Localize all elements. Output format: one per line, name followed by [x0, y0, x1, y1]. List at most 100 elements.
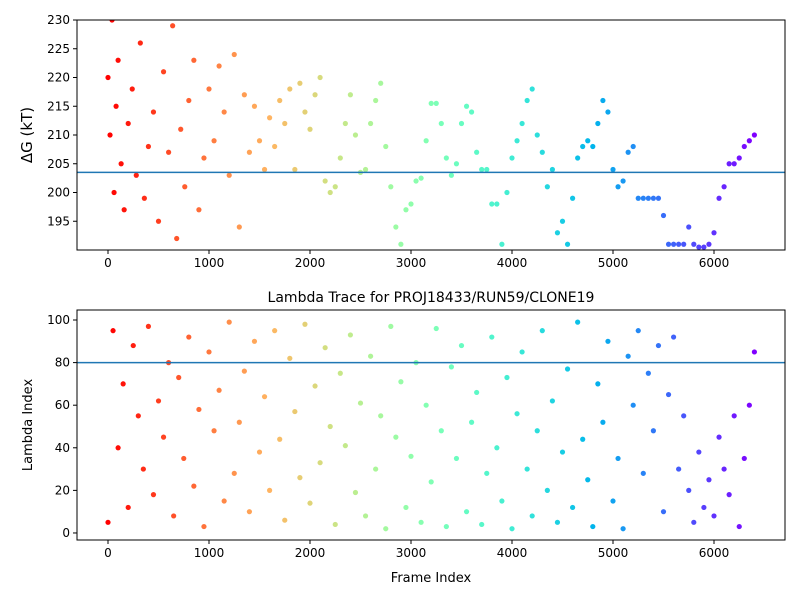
point [681, 413, 687, 419]
point [170, 23, 176, 29]
point [660, 509, 667, 515]
point [277, 97, 283, 104]
point [125, 120, 131, 127]
point [347, 92, 354, 98]
point [463, 509, 470, 515]
point [610, 166, 616, 173]
point [721, 466, 727, 472]
point [201, 155, 207, 161]
point [534, 132, 540, 138]
point [166, 149, 172, 155]
point [726, 492, 732, 498]
point [479, 521, 485, 528]
point [499, 498, 505, 504]
point [383, 526, 389, 532]
point [504, 189, 510, 196]
point [514, 138, 520, 144]
point [186, 334, 192, 340]
point [509, 526, 515, 532]
point [178, 126, 184, 132]
point [635, 195, 641, 201]
point [686, 487, 692, 493]
point [408, 201, 414, 207]
point [615, 184, 621, 190]
point [681, 241, 687, 247]
point [474, 389, 480, 396]
point [211, 138, 217, 144]
point [600, 419, 606, 425]
point [570, 195, 576, 201]
point [145, 323, 152, 329]
y-tick-label: 225 [47, 42, 70, 56]
point [499, 241, 505, 247]
axes-frame [76, 309, 786, 541]
point [413, 178, 419, 184]
point [398, 379, 404, 385]
x-tick-label: 2000 [295, 256, 326, 270]
point [529, 86, 535, 92]
point [282, 517, 288, 523]
point [342, 120, 348, 127]
point [216, 63, 222, 69]
point [111, 189, 117, 196]
point [670, 241, 677, 247]
point [267, 115, 273, 121]
point [676, 466, 682, 472]
point [559, 449, 566, 455]
point [221, 109, 227, 115]
point [145, 143, 152, 150]
point [741, 455, 747, 462]
point [256, 449, 263, 455]
point [479, 166, 485, 173]
point [433, 100, 439, 106]
point [453, 161, 460, 167]
x-tick-label: 1000 [194, 546, 225, 560]
point [246, 149, 253, 155]
point [322, 345, 328, 351]
point [317, 74, 323, 81]
x-tick-label: 4000 [497, 256, 528, 270]
point [665, 241, 672, 247]
point [443, 155, 449, 161]
point [428, 479, 434, 485]
x-tick-label: 1000 [194, 256, 225, 270]
plot-area [77, 319, 785, 532]
point [393, 434, 399, 440]
point [174, 235, 180, 242]
y-tick-label: 205 [47, 157, 70, 171]
point [655, 342, 662, 349]
point [150, 492, 157, 498]
point [635, 328, 641, 334]
point [539, 328, 545, 334]
point [595, 381, 601, 387]
x-tick-label: 0 [104, 546, 112, 560]
y-axis-label: ΔG (kT) [18, 107, 36, 163]
plot-area [77, 20, 785, 250]
point [337, 155, 343, 161]
point [751, 132, 757, 138]
point [115, 57, 121, 63]
point [640, 470, 646, 476]
point [504, 374, 510, 381]
point [317, 460, 323, 466]
point [292, 166, 298, 173]
point [241, 368, 247, 374]
point [226, 172, 232, 178]
point [118, 161, 124, 167]
point [484, 470, 490, 476]
point [327, 423, 333, 430]
point [403, 504, 409, 511]
point [191, 57, 197, 63]
point [121, 207, 127, 213]
point [458, 120, 465, 127]
point [287, 86, 293, 92]
point [287, 355, 293, 361]
point [261, 394, 268, 400]
point [125, 504, 131, 511]
x-tick-label: 4000 [497, 546, 528, 560]
point [408, 453, 414, 459]
point [107, 132, 113, 138]
y-tick-label: 215 [47, 99, 70, 113]
point [368, 120, 374, 127]
x-axis-label: Frame Index [391, 571, 472, 586]
